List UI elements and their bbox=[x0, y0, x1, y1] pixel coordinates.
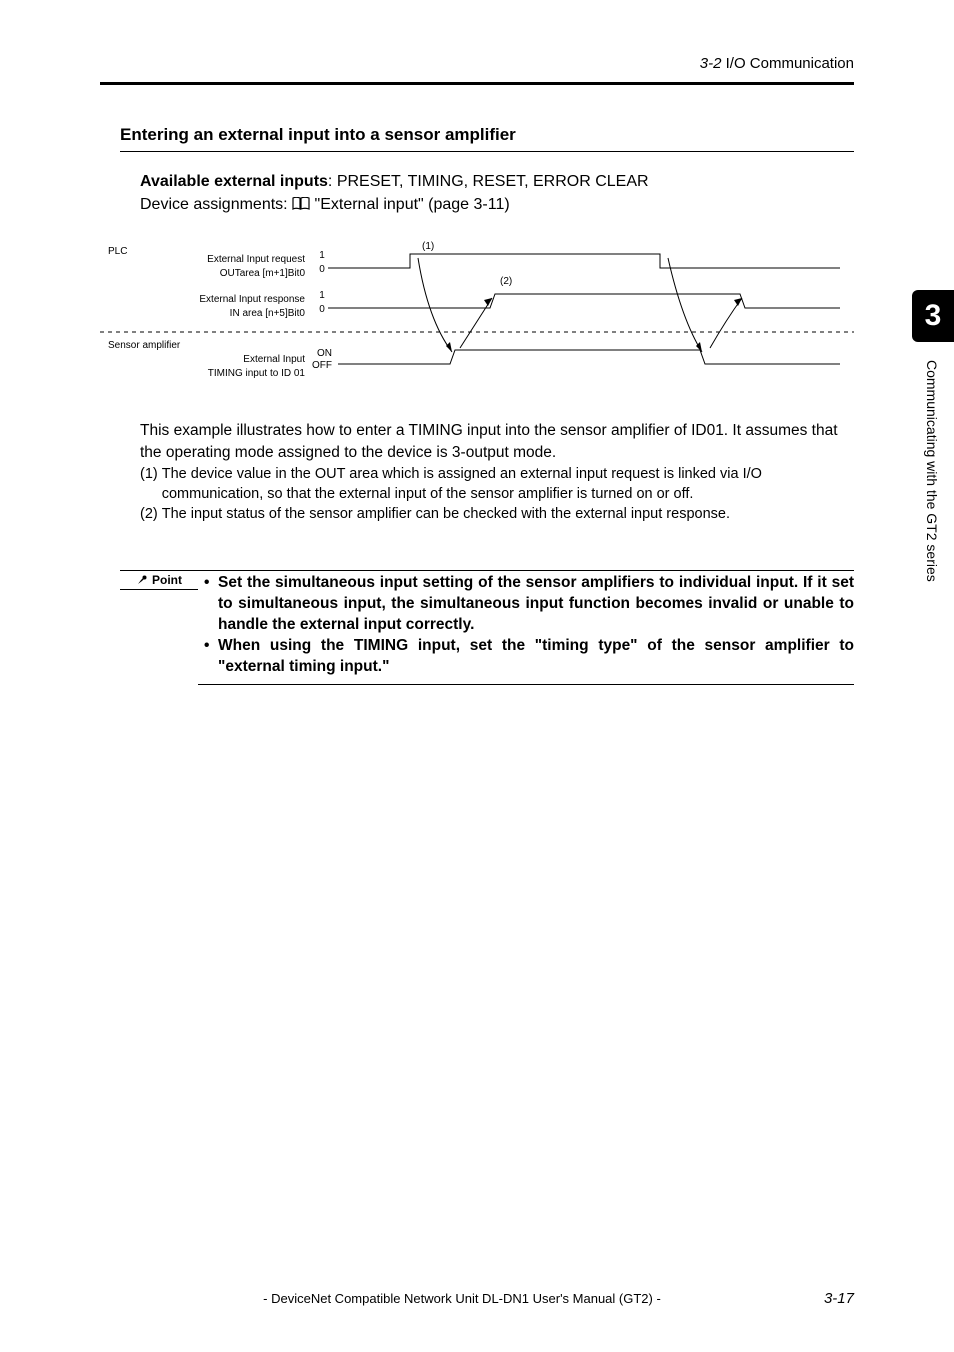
sig1-one: 1 bbox=[319, 250, 325, 261]
mark1: (1) bbox=[422, 241, 434, 252]
available-inputs-line: Available external inputs: PRESET, TIMIN… bbox=[140, 170, 854, 193]
sensor-label: Sensor amplifier bbox=[108, 340, 181, 351]
point-label: Point bbox=[120, 570, 198, 590]
section-title: I/O Communication bbox=[726, 55, 854, 72]
explain-text-2: The input status of the sensor amplifier… bbox=[162, 505, 730, 525]
device-pre: Device assignments: bbox=[140, 196, 292, 213]
explain-paragraph: This example illustrates how to enter a … bbox=[140, 420, 854, 463]
explanation-block: This example illustrates how to enter a … bbox=[140, 420, 854, 524]
page-number: 3-17 bbox=[824, 1290, 854, 1307]
chapter-title-vertical: Communicating with the GT2 series bbox=[924, 360, 940, 582]
explain-num-2: (2) bbox=[140, 505, 162, 525]
running-header: 3-2 I/O Communication bbox=[700, 55, 854, 72]
page-footer: - DeviceNet Compatible Network Unit DL-D… bbox=[100, 1290, 854, 1307]
point-callout: Point • Set the simultaneous input setti… bbox=[120, 570, 854, 685]
sig1-label-a: External Input request bbox=[207, 254, 305, 265]
bullet-icon: • bbox=[204, 636, 218, 678]
point-text-1: Set the simultaneous input setting of th… bbox=[218, 573, 854, 636]
point-bullet-2: • When using the TIMING input, set the "… bbox=[204, 636, 854, 678]
bullet-icon: • bbox=[204, 573, 218, 636]
mark2: (2) bbox=[500, 276, 512, 287]
point-bullet-1: • Set the simultaneous input setting of … bbox=[204, 573, 854, 636]
footer-center: - DeviceNet Compatible Network Unit DL-D… bbox=[100, 1291, 824, 1306]
sig1-zero: 0 bbox=[319, 264, 325, 275]
explain-num-1: (1) bbox=[140, 465, 162, 504]
available-list: : PRESET, TIMING, RESET, ERROR CLEAR bbox=[328, 173, 649, 190]
chapter-number: 3 bbox=[925, 299, 942, 333]
chapter-tab: 3 bbox=[912, 290, 954, 342]
heading-block: Entering an external input into a sensor… bbox=[120, 125, 854, 152]
point-text-2: When using the TIMING input, set the "ti… bbox=[218, 636, 854, 678]
point-body: • Set the simultaneous input setting of … bbox=[198, 570, 854, 685]
pin-icon bbox=[136, 574, 148, 586]
point-label-text: Point bbox=[152, 573, 182, 587]
sig3-label-a: External Input bbox=[243, 354, 305, 365]
book-icon bbox=[292, 197, 310, 211]
page-heading: Entering an external input into a sensor… bbox=[120, 125, 854, 152]
sig2-label-a: External Input response bbox=[199, 294, 305, 305]
sig2-zero: 0 bbox=[319, 304, 325, 315]
sig2-label-b: IN area [n+5]Bit0 bbox=[230, 308, 306, 319]
explain-text-1: The device value in the OUT area which i… bbox=[162, 465, 854, 504]
sig2-one: 1 bbox=[319, 290, 325, 301]
on-label: ON bbox=[317, 348, 332, 359]
off-label: OFF bbox=[312, 360, 332, 371]
available-label: Available external inputs bbox=[140, 173, 328, 190]
device-assignments-line: Device assignments: "External input" (pa… bbox=[140, 193, 854, 216]
explain-item-2: (2) The input status of the sensor ampli… bbox=[140, 505, 854, 525]
explain-item-1: (1) The device value in the OUT area whi… bbox=[140, 465, 854, 504]
header-rule bbox=[100, 82, 854, 85]
sig1-label-b: OUTarea [m+1]Bit0 bbox=[220, 268, 306, 279]
timing-diagram: PLC External Input request OUTarea [m+1]… bbox=[100, 240, 854, 410]
section-number: 3-2 bbox=[700, 55, 722, 72]
device-post: "External input" (page 3-11) bbox=[315, 196, 510, 213]
explain-items: (1) The device value in the OUT area whi… bbox=[140, 465, 854, 524]
sig3-label-b: TIMING input to ID 01 bbox=[208, 368, 306, 379]
plc-label: PLC bbox=[108, 246, 127, 257]
availability-block: Available external inputs: PRESET, TIMIN… bbox=[140, 170, 854, 216]
